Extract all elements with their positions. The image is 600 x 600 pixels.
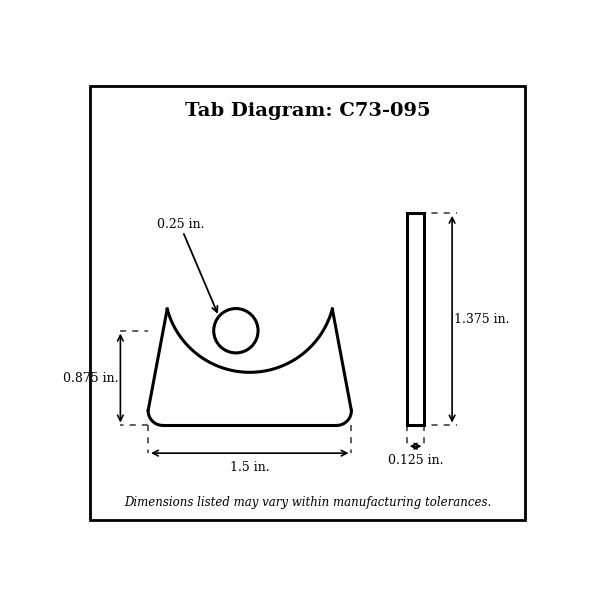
Bar [407,213,424,425]
Text: 0.25 in.: 0.25 in. [157,218,205,231]
Text: 1.5 in.: 1.5 in. [230,461,269,473]
Text: 0.875 in.: 0.875 in. [62,371,118,385]
Text: 1.375 in.: 1.375 in. [454,313,510,326]
Text: 0.125 in.: 0.125 in. [388,454,443,467]
Text: Dimensions listed may vary within manufacturing tolerances.: Dimensions listed may vary within manufa… [124,496,491,509]
Text: Tab Diagram: C73-095: Tab Diagram: C73-095 [185,102,430,120]
